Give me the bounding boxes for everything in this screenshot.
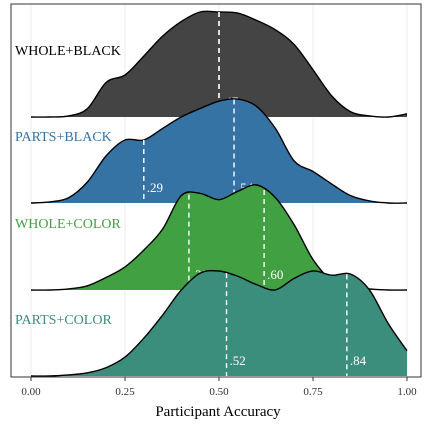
x-tick-label: 0.00 (21, 386, 41, 398)
marker-label: .52 (230, 353, 246, 368)
x-axis: 0.00 0.25 0.50 0.75 1.00 (21, 377, 417, 398)
series-label: WHOLE+COLOR (15, 217, 122, 232)
x-tick-label: 1.00 (397, 386, 417, 398)
density-curve (30, 98, 408, 204)
x-tick-label: 0.50 (209, 386, 229, 398)
density-area (31, 270, 407, 377)
ridge-parts-color: .52 .84 PARTS+COLOR (15, 269, 408, 377)
series-label: PARTS+BLACK (15, 130, 112, 145)
plot-border (10, 3, 422, 378)
x-axis-title: Participant Accuracy (155, 404, 281, 420)
series-label: WHOLE+BLACK (15, 44, 121, 59)
density-area (31, 184, 407, 291)
x-tick-label: 0.75 (303, 386, 323, 398)
marker-label: .29 (147, 180, 163, 195)
marker-label: .84 (350, 353, 367, 368)
x-tick-label: 0.25 (115, 386, 135, 398)
ridge-series: .47WHOLE+BLACK.29.54PARTS+BLACK.39.60WHO… (15, 10, 408, 377)
series-label: PARTS+COLOR (15, 313, 112, 328)
density-area (31, 98, 407, 204)
density-area (31, 11, 407, 118)
density-curve (30, 269, 408, 377)
marker-label: .60 (267, 267, 283, 282)
